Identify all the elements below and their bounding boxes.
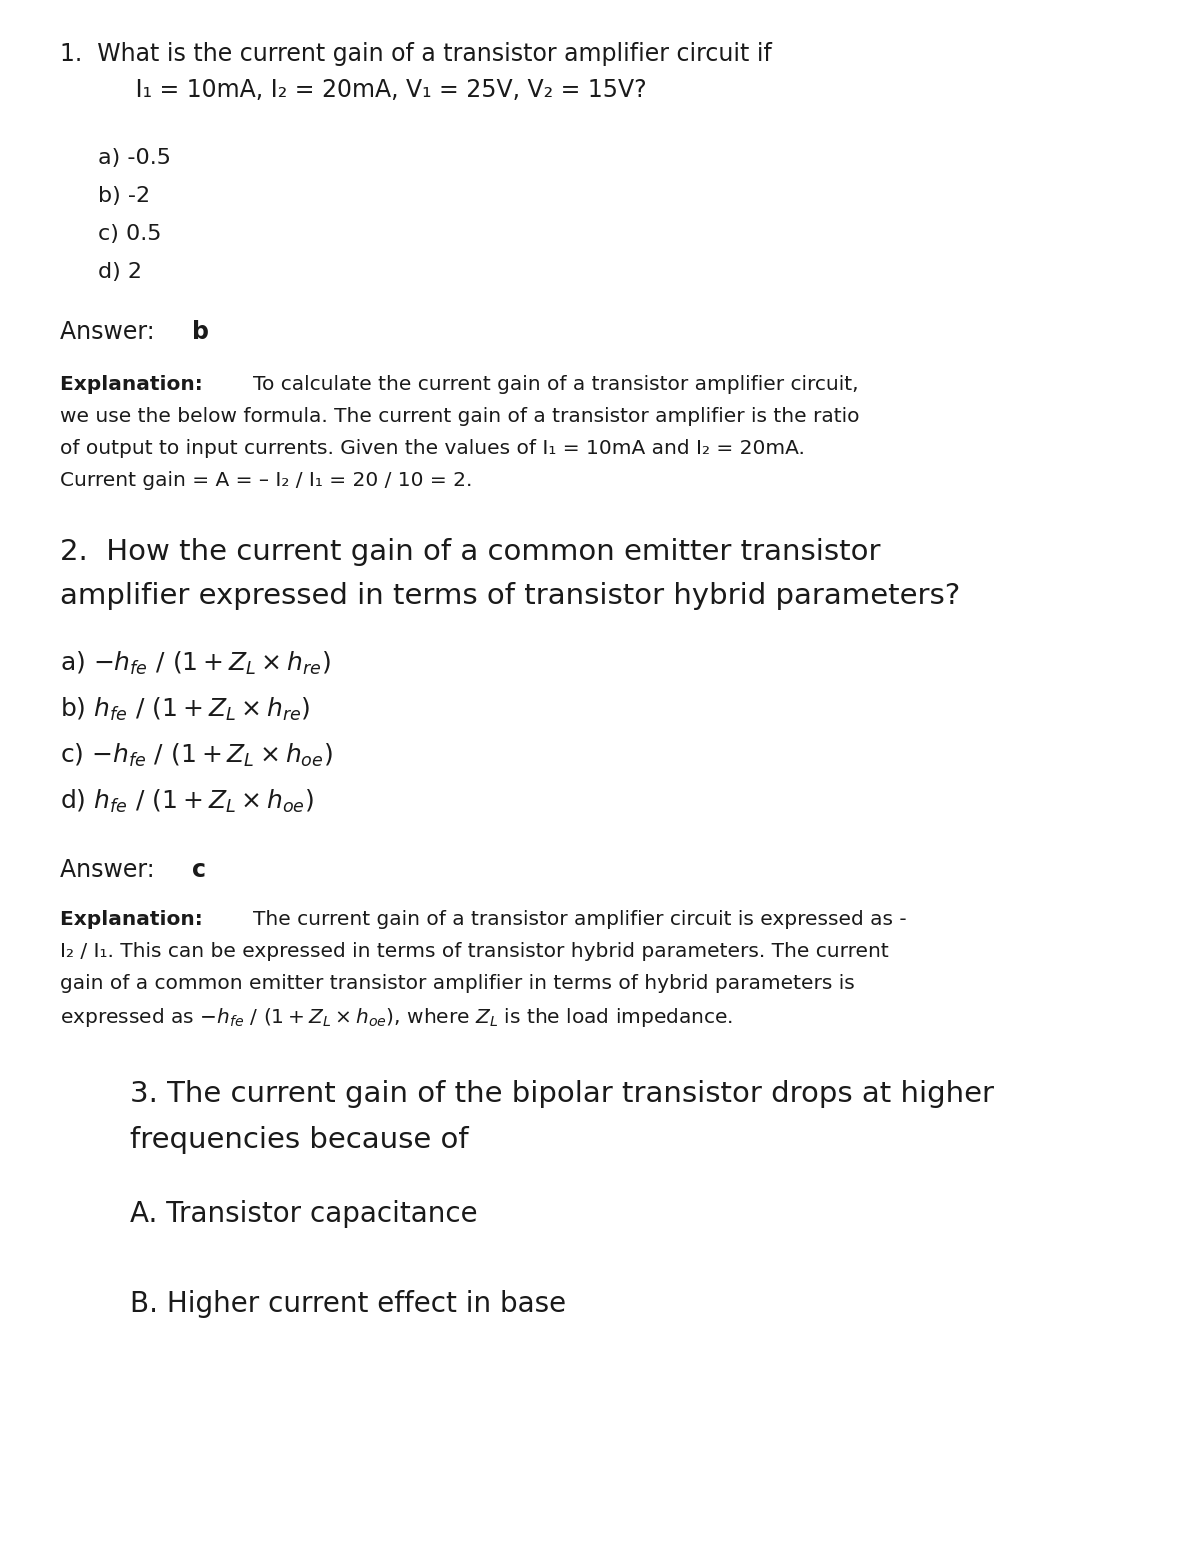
Text: Answer:: Answer: — [60, 857, 162, 882]
Text: b) $h_{fe}\ /\ (1 + Z_L \times h_{re})$: b) $h_{fe}\ /\ (1 + Z_L \times h_{re})$ — [60, 696, 311, 724]
Text: b: b — [192, 320, 209, 345]
Text: B. Higher current effect in base: B. Higher current effect in base — [130, 1291, 566, 1318]
Text: To calculate the current gain of a transistor amplifier circuit,: To calculate the current gain of a trans… — [253, 374, 859, 394]
Text: A. Transistor capacitance: A. Transistor capacitance — [130, 1200, 478, 1228]
Text: amplifier expressed in terms of transistor hybrid parameters?: amplifier expressed in terms of transist… — [60, 582, 960, 610]
Text: d) 2: d) 2 — [98, 262, 142, 283]
Text: Explanation:: Explanation: — [60, 910, 210, 929]
Text: gain of a common emitter transistor amplifier in terms of hybrid parameters is: gain of a common emitter transistor ampl… — [60, 974, 854, 992]
Text: b) -2: b) -2 — [98, 186, 150, 207]
Text: d) $h_{fe}\ /\ (1 + Z_L \times h_{oe})$: d) $h_{fe}\ /\ (1 + Z_L \times h_{oe})$ — [60, 787, 314, 815]
Text: I₂ / I₁. This can be expressed in terms of transistor hybrid parameters. The cur: I₂ / I₁. This can be expressed in terms … — [60, 943, 889, 961]
Text: Current gain = A = – I₂ / I₁ = 20 / 10 = 2.: Current gain = A = – I₂ / I₁ = 20 / 10 =… — [60, 471, 473, 491]
Text: Answer:: Answer: — [60, 320, 162, 345]
Text: c) 0.5: c) 0.5 — [98, 224, 162, 244]
Text: a) $-h_{fe}\ /\ (1 + Z_L \times h_{re})$: a) $-h_{fe}\ /\ (1 + Z_L \times h_{re})$ — [60, 651, 331, 677]
Text: The current gain of a transistor amplifier circuit is expressed as -: The current gain of a transistor amplifi… — [253, 910, 907, 929]
Text: frequencies because of: frequencies because of — [130, 1126, 469, 1154]
Text: 3. The current gain of the bipolar transistor drops at higher: 3. The current gain of the bipolar trans… — [130, 1079, 994, 1107]
Text: of output to input currents. Given the values of I₁ = 10mA and I₂ = 20mA.: of output to input currents. Given the v… — [60, 439, 805, 458]
Text: 2.  How the current gain of a common emitter transistor: 2. How the current gain of a common emit… — [60, 537, 881, 565]
Text: we use the below formula. The current gain of a transistor amplifier is the rati: we use the below formula. The current ga… — [60, 407, 859, 426]
Text: a) -0.5: a) -0.5 — [98, 148, 172, 168]
Text: 1.  What is the current gain of a transistor amplifier circuit if: 1. What is the current gain of a transis… — [60, 42, 772, 65]
Text: c) $-h_{fe}\ /\ (1 + Z_L \times h_{oe})$: c) $-h_{fe}\ /\ (1 + Z_L \times h_{oe})$ — [60, 742, 332, 769]
Text: expressed as $-h_{fe}\ /\ (1 + Z_L \times h_{oe})$, where $Z_L$ is the load impe: expressed as $-h_{fe}\ /\ (1 + Z_L \time… — [60, 1006, 733, 1030]
Text: c: c — [192, 857, 205, 882]
Text: Explanation:: Explanation: — [60, 374, 210, 394]
Text: I₁ = 10mA, I₂ = 20mA, V₁ = 25V, V₂ = 15V?: I₁ = 10mA, I₂ = 20mA, V₁ = 25V, V₂ = 15V… — [98, 78, 647, 102]
